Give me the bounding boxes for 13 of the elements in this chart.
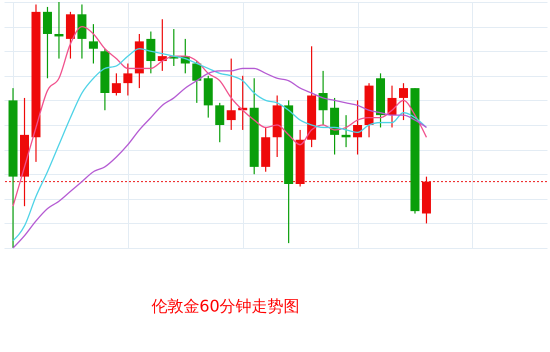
text: 伦敦金60分钟走势图: [151, 296, 300, 316]
candlestick: [112, 72, 121, 96]
candlestick: [42, 6, 52, 79]
candlestick: [54, 1, 64, 60]
candlestick: [398, 82, 408, 121]
candlestick: [215, 102, 224, 143]
candlestick: [146, 30, 156, 74]
candlestick: [318, 70, 328, 126]
candlestick: [226, 58, 236, 131]
candlestick: [88, 24, 98, 64]
candlestick: [353, 100, 362, 156]
candlestick: [342, 114, 351, 148]
candlestick: [123, 62, 132, 96]
